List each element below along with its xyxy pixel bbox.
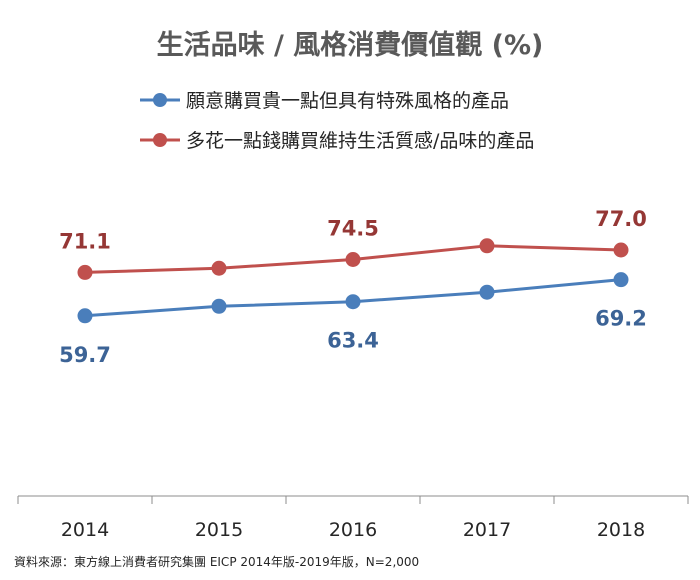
legend-label-series-2: 多花一點錢購買維持生活質感/品味的產品 [186, 130, 534, 152]
series-2-point-2018 [613, 242, 629, 258]
source-note: 資料來源：東方線上消費者研究集團 EICP 2014年版-2019年版，N=2,… [14, 554, 419, 569]
series-1-point-2018 [613, 272, 629, 288]
legend-label-series-1: 願意購買貴一點但具有特殊風格的產品 [186, 90, 509, 112]
x-tick-label-2014: 2014 [61, 519, 109, 541]
legend-marker-series-1 [153, 93, 167, 107]
x-tick-label-2016: 2016 [329, 519, 377, 541]
plot-area: 59.7 63.4 69.2 71.1 74.5 77.0 [59, 207, 647, 367]
series-2-data-label-2014: 71.1 [59, 229, 111, 253]
series-2-point-2015 [211, 260, 227, 276]
legend-marker-series-2 [153, 133, 167, 147]
series-1-point-2016 [345, 294, 361, 310]
series-1-data-label-2018: 69.2 [595, 307, 647, 331]
series-1-point-2014 [77, 308, 93, 324]
x-tick-label-2018: 2018 [597, 519, 645, 541]
series-2-data-label-2018: 77.0 [595, 207, 647, 231]
series-1-point-2017 [479, 284, 495, 300]
series-2-point-2017 [479, 238, 495, 254]
x-tick-label-2015: 2015 [195, 519, 243, 541]
x-axis: 2014 2015 2016 2017 2018 [17, 495, 689, 541]
legend-entry-series-1: 願意購買貴一點但具有特殊風格的產品 [140, 90, 509, 112]
series-1-point-2015 [211, 298, 227, 314]
x-tick-label-2017: 2017 [463, 519, 511, 541]
legend: 願意購買貴一點但具有特殊風格的產品 多花一點錢購買維持生活質感/品味的產品 [140, 90, 534, 152]
series-1-data-label-2016: 63.4 [327, 329, 379, 353]
chart-title: 生活品味 / 風格消費價值觀 (%) [157, 30, 544, 61]
legend-entry-series-2: 多花一點錢購買維持生活質感/品味的產品 [140, 130, 534, 152]
series-2-point-2014 [77, 264, 93, 280]
series-1-data-label-2014: 59.7 [59, 343, 111, 367]
series-2-data-label-2016: 74.5 [327, 217, 379, 241]
series-2-point-2016 [345, 252, 361, 268]
